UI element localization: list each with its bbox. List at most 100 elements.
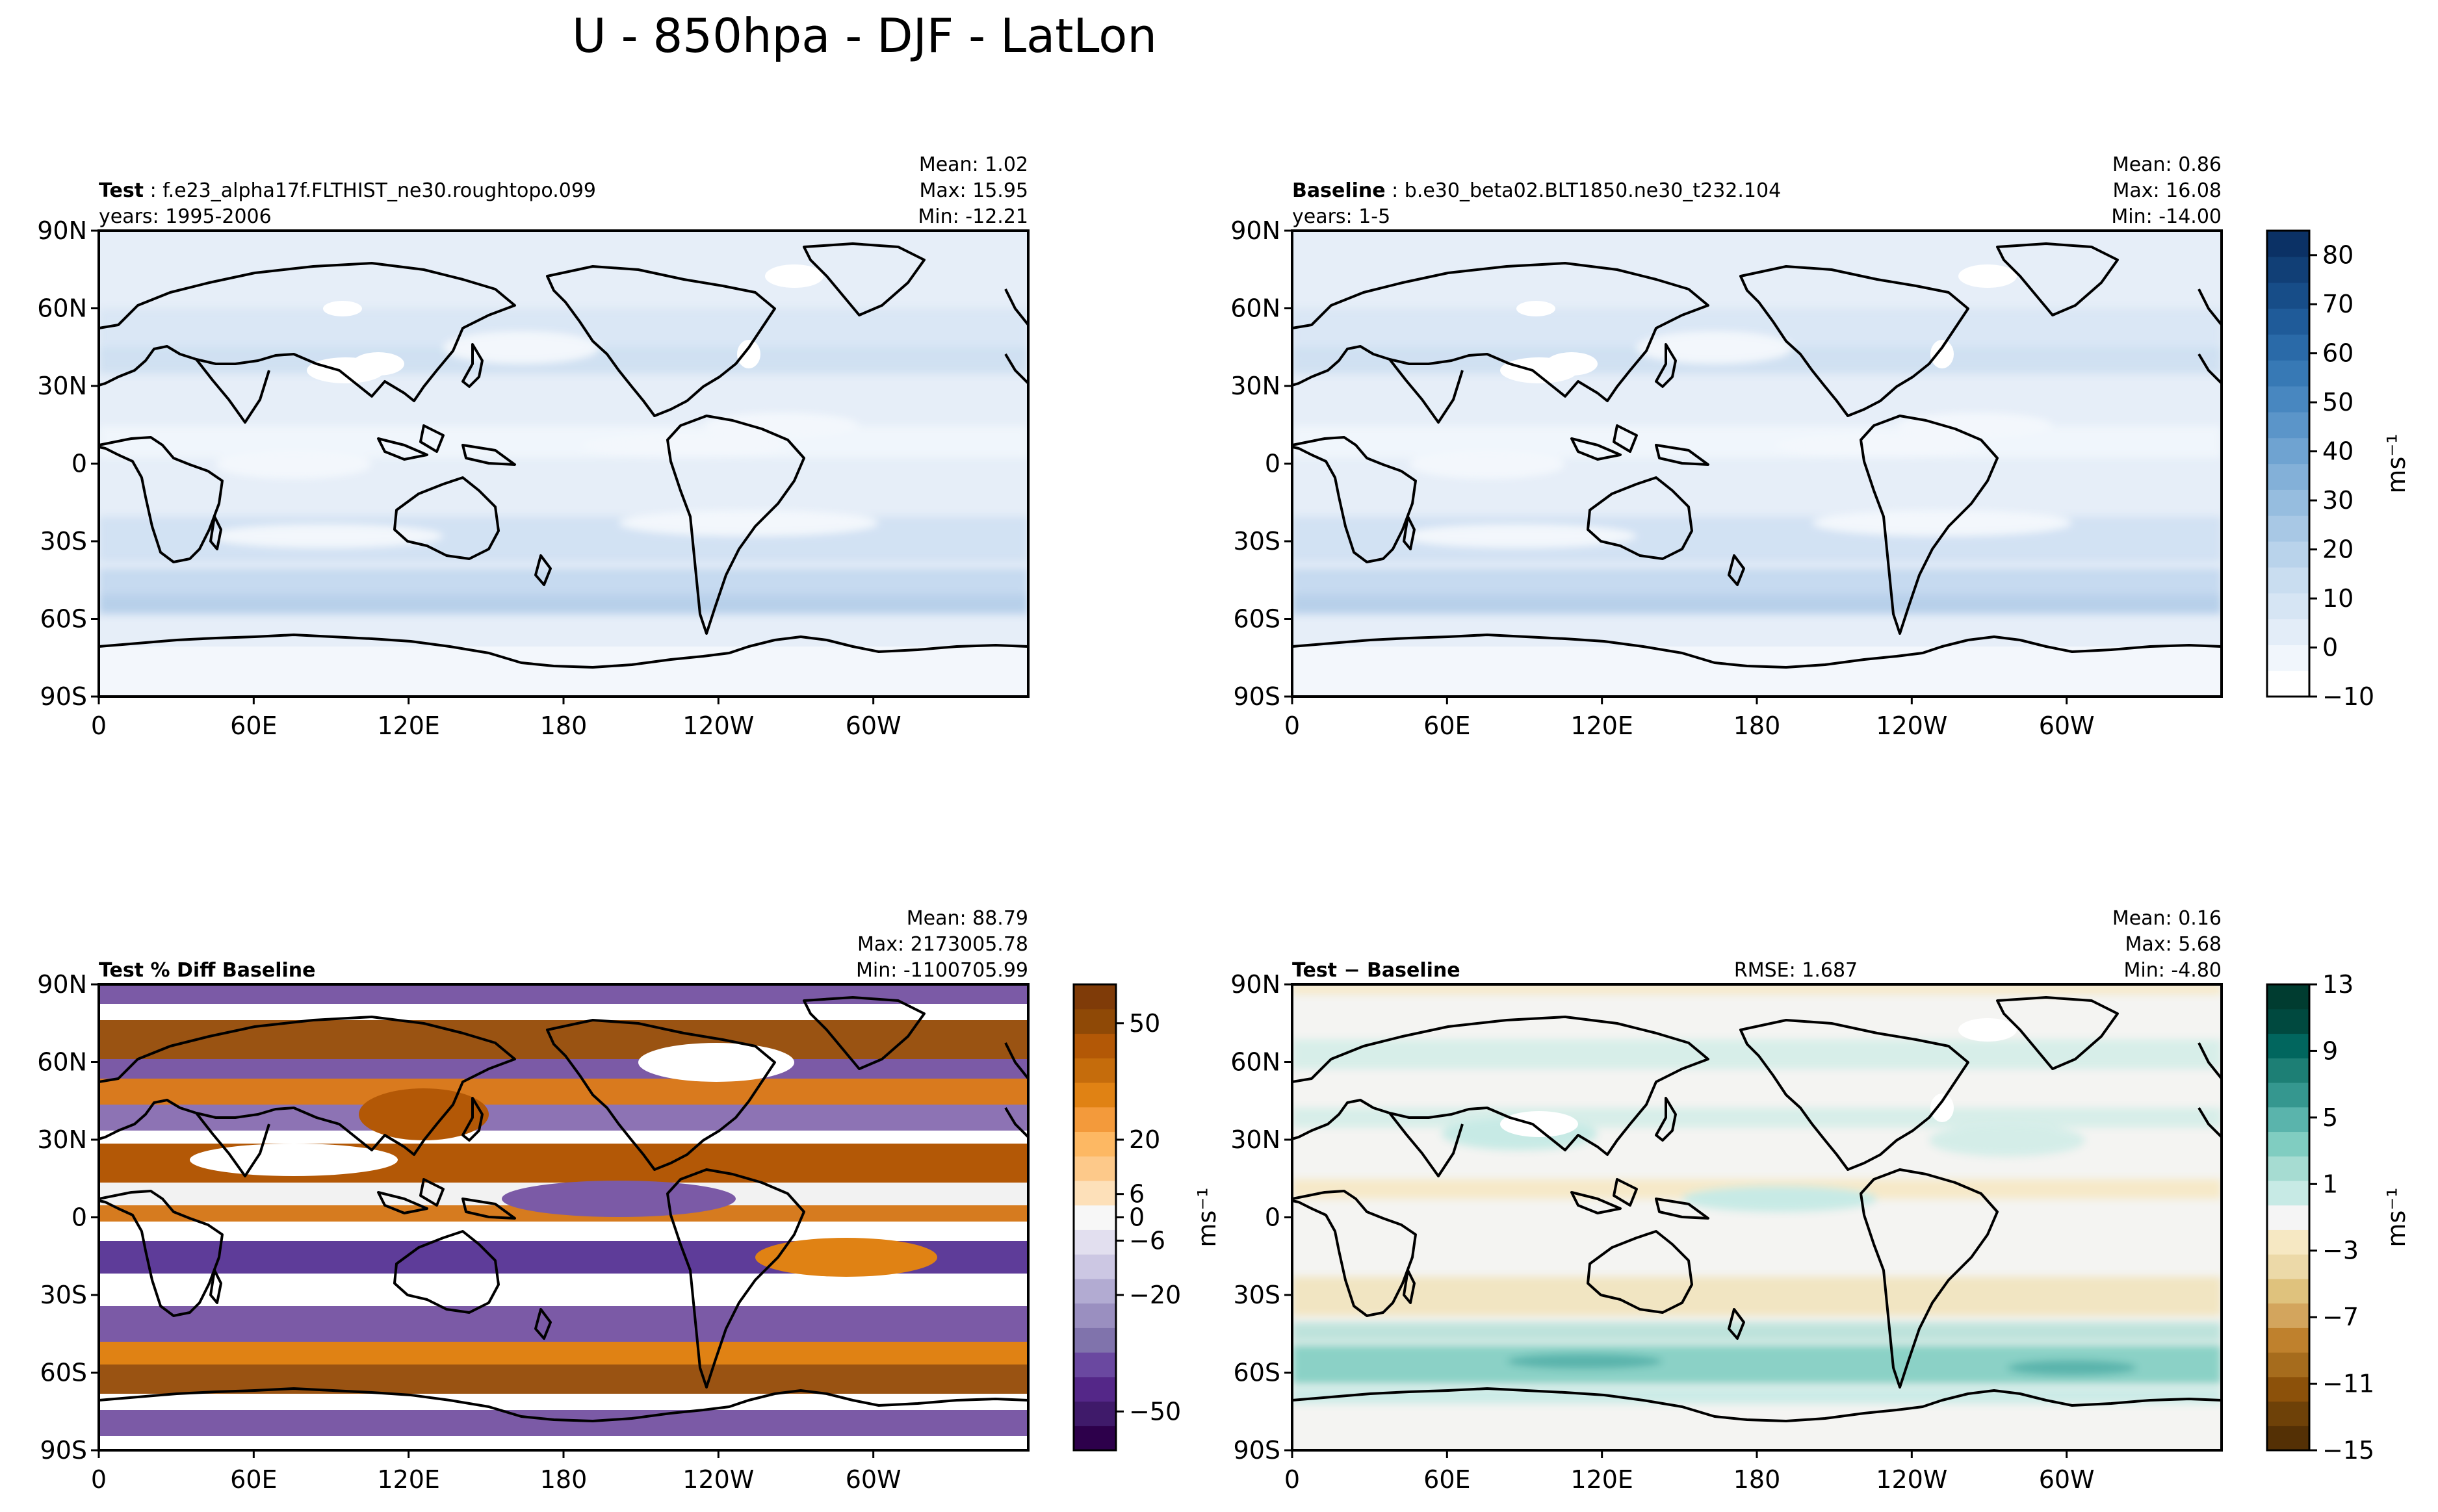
- x-tick-label: 60E: [1423, 1465, 1470, 1494]
- colorbar-unit-label: ms⁻¹: [2382, 1187, 2411, 1247]
- stat-mean: Mean: 0.86: [2112, 153, 2222, 176]
- panel-test: 0 60E 120E 180 120W 60W 90N 60N 30N 0 30S 60S 90S Tes…: [37, 153, 1030, 740]
- colorbar-swatch: [2267, 1303, 2309, 1328]
- colorbar-tick-label: −20: [1129, 1281, 1181, 1309]
- colorbar-tick-label: −11: [2322, 1370, 2374, 1398]
- case-years: years: 1-5: [1292, 205, 1390, 228]
- y-tick-label: 30S: [40, 1281, 87, 1309]
- colorbar-swatch: [2267, 1278, 2309, 1304]
- y-tick-label: 90S: [1234, 682, 1280, 711]
- colorbar-diff: 13 9 5 1 −3 −7 −11 −15 ms⁻¹: [2266, 970, 2411, 1465]
- colorbar-swatch: [2267, 619, 2309, 645]
- x-tick-label: 0: [91, 1465, 107, 1494]
- colorbar-swatch: [2267, 1082, 2309, 1108]
- colorbar-frame: [2266, 229, 2311, 698]
- y-tick-label: 0: [71, 450, 87, 478]
- y-tick-label: 60S: [1234, 605, 1280, 634]
- stat-mean: Mean: 0.16: [2112, 907, 2222, 930]
- colorbar-swatch: [2267, 1205, 2309, 1230]
- colorbar-swatch: [1074, 1278, 1116, 1304]
- y-tick-label: 60N: [1230, 294, 1280, 323]
- colorbar-swatch: [2267, 1131, 2309, 1157]
- y-tick-label: 30N: [37, 1125, 87, 1154]
- x-tick-label: 120W: [682, 1465, 754, 1494]
- panel-baseline: 0 60E 120E 180 120W 60W 90N 60N 30N 0 30S 60S 90S Bas…: [1230, 153, 2223, 740]
- stat-min: Min: -14.00: [2111, 205, 2222, 228]
- y-tick-label: 30S: [40, 527, 87, 556]
- case-name: : b.e30_beta02.BLT1850.ne30_t232.104: [1386, 179, 1782, 202]
- x-tick-label: 60E: [1423, 711, 1470, 740]
- colorbar-tick-label: 50: [1129, 1009, 1160, 1038]
- colorbar-swatch: [1074, 1376, 1116, 1402]
- colorbar-swatch: [2267, 1401, 2309, 1426]
- colorbar-tick-label: −15: [2322, 1436, 2374, 1465]
- x-tick-label: 60W: [846, 711, 901, 740]
- x-tick-label: 120E: [1570, 1465, 1633, 1494]
- x-tick-label: 0: [91, 711, 107, 740]
- y-tick-label: 60S: [40, 605, 87, 634]
- colorbar-tick-label: 0: [1129, 1203, 1145, 1232]
- y-tick-label: 0: [71, 1203, 87, 1232]
- colorbar-swatch: [1074, 1131, 1116, 1157]
- x-tick-label: 60W: [2039, 711, 2095, 740]
- stat-mean: Mean: 88.79: [907, 907, 1028, 930]
- case-name: : f.e23_alpha17f.FLTHIST_ne30.roughtopo.…: [144, 179, 596, 202]
- colorbar-swatch: [2267, 541, 2309, 568]
- x-tick-label: 60W: [846, 1465, 901, 1494]
- colorbar-main: 80 70 60 50 40 30 20 10 0 −10 ms⁻¹: [2266, 229, 2411, 711]
- y-tick-label: 30S: [1234, 1281, 1280, 1309]
- colorbar-swatch: [1074, 1180, 1116, 1206]
- colorbar-unit-label: ms⁻¹: [2382, 433, 2411, 493]
- colorbar-tick-label: 50: [2322, 388, 2354, 416]
- colorbar-swatch: [2267, 1352, 2309, 1377]
- x-tick-label: 120W: [1876, 1465, 1947, 1494]
- colorbar-tick-label: 20: [2322, 535, 2354, 564]
- colorbar-tick-label: 20: [1129, 1125, 1160, 1154]
- colorbar-swatch: [2267, 1229, 2309, 1255]
- colorbar-swatch: [2267, 437, 2309, 465]
- case-label: Test % Diff Baseline: [99, 959, 316, 982]
- colorbar-swatch: [1074, 1082, 1116, 1108]
- x-tick-label: 60E: [230, 1465, 277, 1494]
- case-label: Test − Baseline: [1292, 959, 1460, 982]
- colorbar-swatch: [2267, 308, 2309, 335]
- colorbar-swatch: [2267, 360, 2309, 387]
- colorbar-tick-label: −7: [2322, 1303, 2359, 1331]
- x-tick-label: 60E: [230, 711, 277, 740]
- y-tick-label: 90S: [40, 682, 87, 711]
- x-tick-label: 180: [1733, 711, 1781, 740]
- colorbar-tick-label: 60: [2322, 339, 2354, 368]
- y-tick-label: 30N: [1230, 372, 1280, 400]
- colorbar-tick-label: −3: [2322, 1237, 2359, 1265]
- y-tick-label: 90S: [40, 1436, 87, 1465]
- colorbar-swatch: [1074, 1229, 1116, 1255]
- stat-mean: Mean: 1.02: [919, 153, 1028, 176]
- colorbar-swatch: [2267, 1376, 2309, 1402]
- colorbar-swatch: [2267, 1008, 2309, 1034]
- colorbar-swatch: [2267, 463, 2309, 490]
- colorbar-swatch: [1074, 1156, 1116, 1181]
- stat-max: Max: 15.95: [919, 179, 1028, 202]
- colorbar-swatch: [2267, 645, 2309, 671]
- colorbar-swatch: [1074, 1254, 1116, 1279]
- colorbar-tick-label: 9: [2322, 1036, 2338, 1065]
- colorbar-swatch: [2267, 386, 2309, 413]
- colorbar-tick-label: −6: [1129, 1226, 1165, 1255]
- y-tick-label: 30S: [1234, 527, 1280, 556]
- colorbar-swatch: [2267, 282, 2309, 309]
- colorbar-swatch: [1074, 1401, 1116, 1426]
- stat-min: Min: -1100705.99: [856, 959, 1028, 982]
- colorbar-swatch: [2267, 1426, 2309, 1451]
- stat-min: Min: -4.80: [2124, 959, 2222, 982]
- colorbar-swatch: [2267, 671, 2309, 697]
- case-label: Baseline: [1292, 179, 1386, 202]
- colorbar-swatch: [1074, 984, 1116, 1010]
- y-tick-label: 90N: [37, 216, 87, 245]
- colorbar-swatch: [1074, 1426, 1116, 1451]
- colorbar-tick-label: 80: [2322, 241, 2354, 270]
- case-title: Baseline : b.e30_beta02.BLT1850.ne30_t23…: [1292, 179, 1781, 202]
- panel-pctdiff: 0 60E 120E 180 120W 60W 90N 60N 30N 0 30S 60S 90S Tes…: [37, 907, 1030, 1494]
- y-tick-label: 90N: [1230, 970, 1280, 999]
- colorbar-swatch: [2267, 1156, 2309, 1181]
